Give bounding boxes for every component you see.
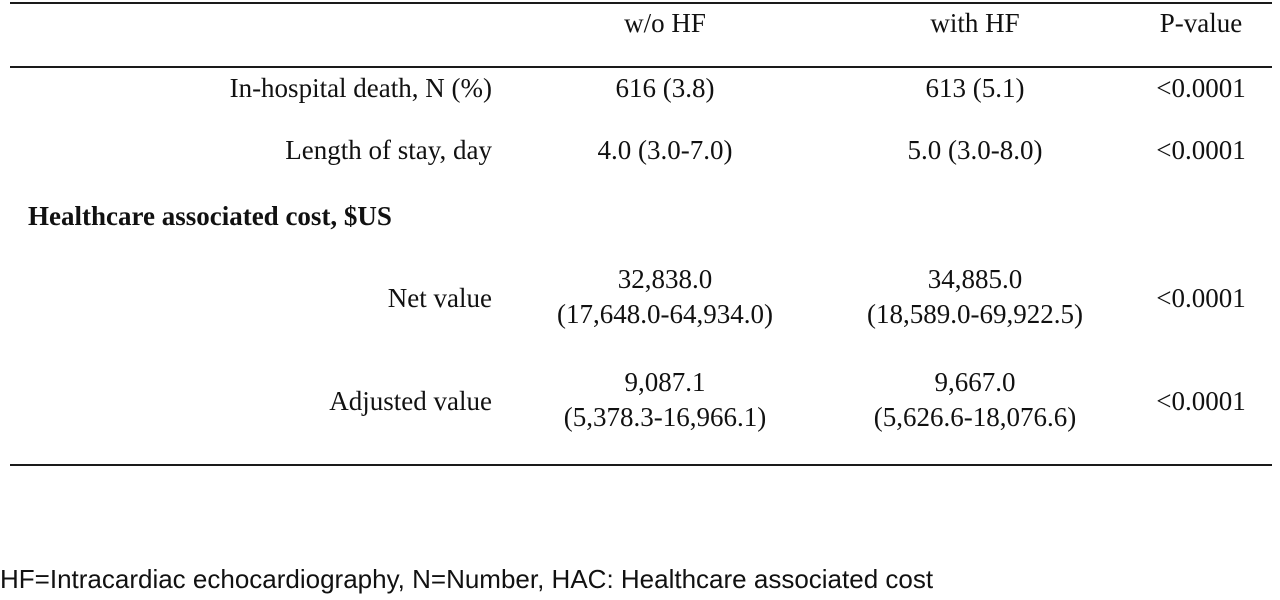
- row-label-length-of-stay: Length of stay, day: [285, 135, 492, 165]
- section-header-healthcare-cost: Healthcare associated cost, $US: [28, 201, 392, 231]
- cell-net-value-without-hf-iqr: (17,648.0-64,934.0): [557, 299, 773, 329]
- cell-adjusted-value-without-hf-iqr: (5,378.3-16,966.1): [563, 402, 767, 432]
- row-label-in-hospital-death: In-hospital death, N (%): [229, 73, 492, 103]
- header-with-hf: with HF: [930, 8, 1020, 38]
- cell-net-value-p-value: <0.0001: [1156, 283, 1246, 313]
- table-bottom-rule: [10, 464, 1272, 466]
- cell-adjusted-value-without-hf-median: 9,087.1: [624, 367, 706, 397]
- cell-net-value-with-hf-median: 34,885.0: [927, 264, 1023, 294]
- cell-length-of-stay-p-value: <0.0001: [1156, 135, 1246, 165]
- cell-net-value-with-hf-iqr: (18,589.0-69,922.5): [867, 299, 1083, 329]
- header-bottom-rule: [10, 66, 1272, 68]
- cell-length-of-stay-without-hf: 4.0 (3.0-7.0): [597, 135, 733, 165]
- cell-adjusted-value-p-value: <0.0001: [1156, 386, 1246, 416]
- table-footnote: HF=Intracardiac echocardiography, N=Numb…: [0, 564, 934, 594]
- row-label-adjusted-value: Adjusted value: [329, 386, 492, 416]
- cell-in-hospital-death-without-hf: 616 (3.8): [615, 73, 715, 103]
- cell-length-of-stay-with-hf: 5.0 (3.0-8.0): [907, 135, 1043, 165]
- cell-net-value-without-hf-median: 32,838.0: [617, 264, 713, 294]
- cell-in-hospital-death-p-value: <0.0001: [1156, 73, 1246, 103]
- cell-adjusted-value-with-hf-iqr: (5,626.6-18,076.6): [873, 402, 1077, 432]
- row-label-net-value: Net value: [387, 283, 492, 313]
- header-without-hf: w/o HF: [624, 8, 706, 38]
- table-top-rule: [10, 2, 1272, 4]
- cell-adjusted-value-with-hf-median: 9,667.0: [934, 367, 1016, 397]
- cell-in-hospital-death-with-hf: 613 (5.1): [925, 73, 1025, 103]
- header-p-value: P-value: [1159, 8, 1243, 38]
